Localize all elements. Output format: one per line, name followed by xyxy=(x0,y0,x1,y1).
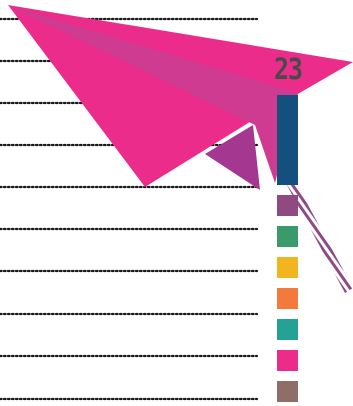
plane-fold xyxy=(205,125,260,190)
swatch-green xyxy=(277,226,298,247)
page-number: 23 xyxy=(273,52,303,87)
swatch-teal xyxy=(277,319,298,340)
swatch-orange xyxy=(277,288,298,309)
swatch-purple xyxy=(277,195,298,216)
swatch-yellow xyxy=(277,257,298,278)
plane-wing xyxy=(8,5,298,183)
swatch-brown xyxy=(277,381,298,402)
color-swatches xyxy=(277,195,298,402)
plane-body xyxy=(8,5,353,187)
swatch-pink xyxy=(277,350,298,371)
top-bar xyxy=(277,95,298,185)
